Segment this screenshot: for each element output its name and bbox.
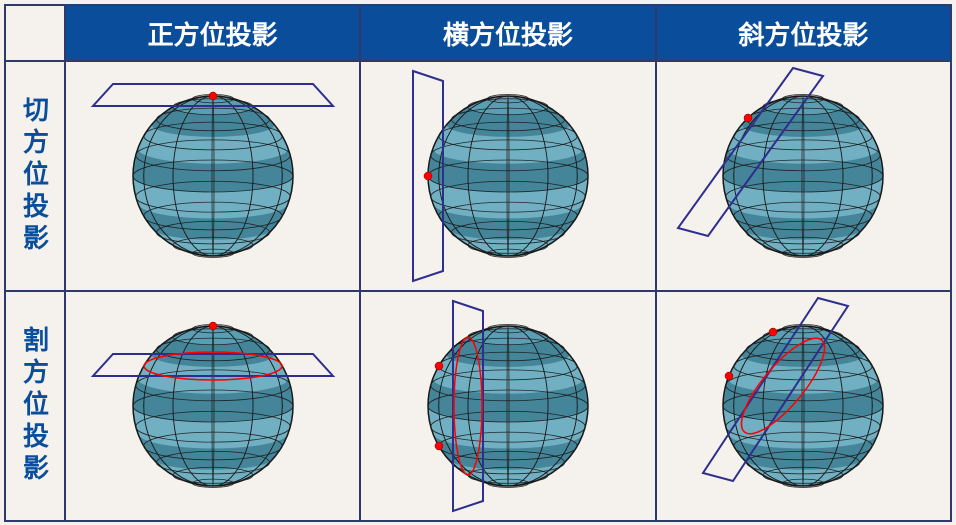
cell-tangent-normal <box>65 61 360 291</box>
cell-secant-normal <box>65 291 360 521</box>
globe-diagram-secant-transverse <box>368 296 648 516</box>
cell-secant-oblique <box>656 291 951 521</box>
col-header-oblique: 斜方位投影 <box>656 5 951 61</box>
globe-diagram-secant-oblique <box>663 296 943 516</box>
cell-secant-transverse <box>360 291 655 521</box>
row-label-secant: 割方位投影 <box>5 291 65 521</box>
cell-tangent-transverse <box>360 61 655 291</box>
secant-row: 割方位投影 <box>5 291 951 521</box>
tangent-row: 切方位投影 <box>5 61 951 291</box>
corner-cell <box>5 5 65 61</box>
cell-tangent-oblique <box>656 61 951 291</box>
header-row: 正方位投影 横方位投影 斜方位投影 <box>5 5 951 61</box>
row-label-tangent: 切方位投影 <box>5 61 65 291</box>
globe-diagram-tangent-normal <box>73 66 353 286</box>
globe-diagram-tangent-transverse <box>368 66 648 286</box>
col-header-transverse: 横方位投影 <box>360 5 655 61</box>
globe-diagram-secant-normal <box>73 296 353 516</box>
projection-table-container: 正方位投影 横方位投影 斜方位投影 切方位投影 割方位投影 <box>0 0 956 525</box>
globe-diagram-tangent-oblique <box>663 66 943 286</box>
col-header-normal: 正方位投影 <box>65 5 360 61</box>
projection-table: 正方位投影 横方位投影 斜方位投影 切方位投影 割方位投影 <box>4 4 952 522</box>
